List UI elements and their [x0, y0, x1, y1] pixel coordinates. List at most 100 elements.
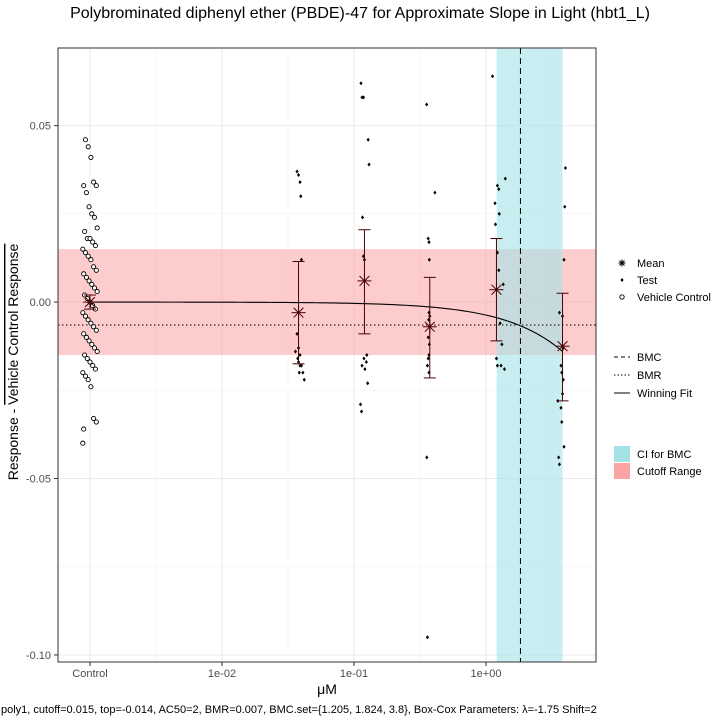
- control-point: [85, 144, 91, 150]
- legend-label: Test: [637, 275, 657, 287]
- winning-fit-curve: [89, 301, 563, 352]
- mean-marker: [84, 296, 96, 308]
- legend-label: Cutoff Range: [637, 466, 702, 478]
- test-point: [557, 310, 562, 315]
- footer-caption: poly1, cutoff=0.015, top=-0.014, AC50=2,…: [1, 704, 597, 716]
- legend-label: Vehicle Control: [637, 292, 711, 304]
- y-tick-label: 0.05: [30, 121, 51, 133]
- test-point: [561, 345, 565, 350]
- mean-marker: [359, 275, 370, 287]
- mean-marker: [491, 284, 502, 295]
- test-point: [360, 363, 364, 368]
- legend-label: BMC: [637, 352, 662, 364]
- test-point: [299, 363, 304, 368]
- x-tick-label: 1e-01: [340, 668, 368, 680]
- test-point: [495, 183, 499, 188]
- x-tick-label: 1e-02: [208, 668, 236, 680]
- y-axis-label-text: Response - Vehicle Control Response: [5, 244, 21, 481]
- control-point: [91, 264, 97, 270]
- test-point: [499, 363, 503, 368]
- test-point: [366, 381, 370, 386]
- y-tick-label: -0.05: [26, 474, 51, 486]
- control-point: [88, 320, 94, 326]
- control-point: [87, 236, 93, 242]
- control-point: [91, 179, 97, 185]
- test-point: [297, 370, 301, 375]
- control-point: [82, 313, 89, 319]
- control-point: [81, 331, 87, 337]
- test-point: [562, 257, 566, 262]
- legend-label: CI for BMC: [637, 449, 691, 461]
- control-point: [91, 214, 98, 220]
- control-point: [81, 426, 87, 432]
- legend: Mean Test Vehicle Control BMC BMR Winning Fit…: [614, 258, 711, 479]
- test-point: [563, 204, 567, 209]
- test-point: [360, 215, 365, 220]
- test-point: [367, 162, 371, 167]
- control-point: [90, 363, 96, 369]
- control-point: [91, 324, 97, 330]
- test-point: [497, 211, 501, 216]
- control-point: [89, 341, 95, 347]
- control-point: [80, 246, 86, 252]
- y-axis-label-overline: Vehicle Control Response: [5, 244, 21, 405]
- test-point: [562, 444, 566, 449]
- test-point: [500, 342, 504, 347]
- control-point: [93, 419, 99, 425]
- control-point: [82, 373, 89, 379]
- control-point: [94, 288, 100, 295]
- control-point: [85, 253, 91, 259]
- control-point: [91, 345, 98, 351]
- test-point: [364, 360, 368, 365]
- test-point: [359, 81, 363, 86]
- test-point: [425, 455, 429, 460]
- test-point: [501, 282, 505, 287]
- control-point: [84, 355, 90, 362]
- test-point: [497, 187, 501, 192]
- y-axis-label-prefix: Response -: [5, 405, 21, 480]
- test-point: [426, 236, 430, 241]
- control-point: [94, 225, 100, 231]
- test-point: [490, 74, 495, 79]
- control-point: [90, 239, 96, 245]
- test-point: [494, 356, 499, 361]
- legend-control-symbol: [619, 294, 625, 300]
- control-point: [93, 267, 99, 273]
- test-point: [365, 353, 369, 357]
- x-tick-label: 1e+00: [471, 668, 502, 680]
- test-point: [296, 173, 301, 178]
- legend-label: Winning Fit: [637, 388, 692, 400]
- control-point: [91, 285, 98, 291]
- test-point: [560, 420, 564, 425]
- test-point: [557, 462, 562, 467]
- control-point: [85, 377, 91, 383]
- mean-marker: [293, 307, 304, 318]
- test-point: [362, 356, 366, 361]
- test-point: [493, 201, 497, 206]
- control-point: [80, 440, 86, 446]
- control-point: [83, 274, 89, 280]
- bmc-ci-band: [496, 48, 563, 662]
- test-point: [298, 180, 302, 185]
- control-point: [81, 271, 87, 277]
- test-point: [427, 240, 431, 245]
- control-point: [87, 359, 93, 365]
- control-point: [90, 303, 96, 309]
- test-point: [295, 331, 299, 336]
- test-point: [425, 102, 429, 107]
- test-point: [295, 169, 299, 174]
- control-point: [82, 250, 89, 256]
- test-point: [502, 367, 507, 372]
- control-point: [84, 295, 90, 302]
- test-point: [366, 137, 370, 142]
- legend-test-symbol: [620, 278, 624, 282]
- test-point: [358, 402, 363, 407]
- y-tick-label: 0.00: [30, 297, 51, 309]
- x-axis-label: μM: [317, 681, 337, 697]
- test-point: [363, 367, 367, 372]
- control-point: [88, 257, 94, 263]
- test-point: [563, 165, 568, 170]
- legend-mean-symbol: [619, 260, 625, 266]
